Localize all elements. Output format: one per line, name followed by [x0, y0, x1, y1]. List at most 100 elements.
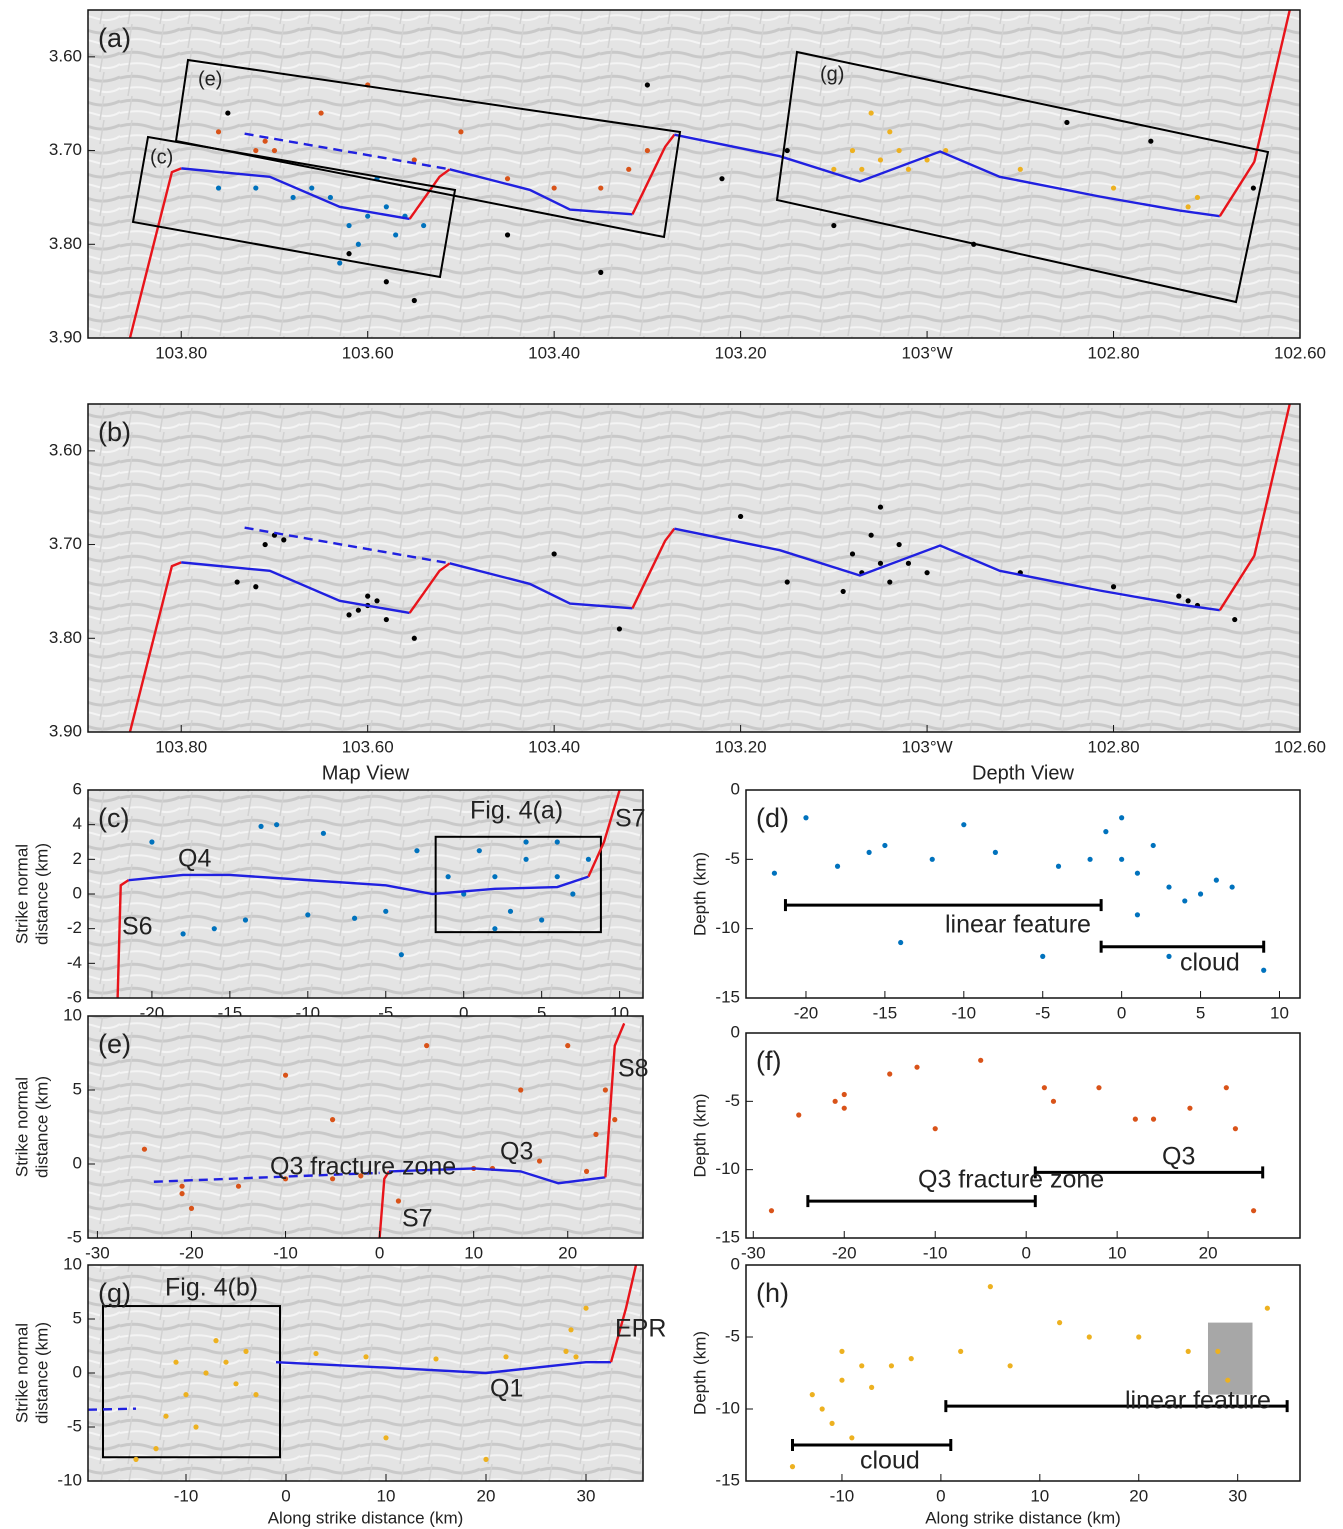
event [887, 579, 892, 584]
event [570, 891, 575, 896]
event [1224, 1085, 1229, 1090]
event [346, 223, 351, 228]
y-tick-label: 0 [731, 779, 740, 798]
event [555, 874, 560, 879]
event [477, 848, 482, 853]
panel-title: Depth View [972, 762, 1074, 784]
y-tick-label: -10 [715, 1159, 740, 1178]
y-tick-label: 0 [73, 1153, 82, 1172]
event [328, 195, 333, 200]
y-axis-label: distance (km) [32, 1322, 51, 1424]
event [719, 176, 724, 181]
event [603, 1087, 608, 1092]
event [897, 542, 902, 547]
event [384, 617, 389, 622]
y-axis-label: distance (km) [32, 1076, 51, 1178]
event [859, 167, 864, 172]
event [356, 608, 361, 613]
event [346, 612, 351, 617]
event [1040, 954, 1045, 959]
event [281, 537, 286, 542]
x-tick-label: 103.20 [715, 737, 767, 756]
event [1008, 1363, 1013, 1368]
event [598, 270, 603, 275]
event [1186, 598, 1191, 603]
event [189, 1206, 194, 1211]
x-tick-label: 10 [1270, 1003, 1289, 1022]
y-axis-label: Depth (km) [690, 852, 709, 936]
event [1057, 1320, 1062, 1325]
y-tick-label: -2 [67, 918, 82, 937]
event [738, 514, 743, 519]
x-tick-label: 102.60 [1274, 343, 1326, 362]
event [1198, 891, 1203, 896]
annotation: Fig. 4(a) [470, 797, 563, 825]
y-tick-label: -5 [725, 1326, 740, 1345]
event [253, 185, 258, 190]
event [555, 839, 560, 844]
event [612, 1117, 617, 1122]
y-tick-label: -5 [67, 1227, 82, 1246]
event [849, 1435, 854, 1440]
event [869, 533, 874, 538]
event [253, 1392, 258, 1397]
panel-label: (f) [756, 1046, 781, 1076]
y-tick-label: -10 [715, 918, 740, 937]
event [909, 1356, 914, 1361]
panel-label: (c) [98, 803, 129, 833]
event [993, 850, 998, 855]
event [180, 931, 185, 936]
y-tick-label: 0 [731, 1254, 740, 1273]
x-tick-label: -30 [85, 1243, 110, 1262]
x-tick-label: -5 [1035, 1003, 1050, 1022]
event [179, 1191, 184, 1196]
event [1136, 1334, 1141, 1339]
x-tick-label: 103°W [901, 343, 952, 362]
x-axis-label: Along strike distance (km) [268, 1508, 464, 1527]
event [1166, 954, 1171, 959]
event [283, 1073, 288, 1078]
event [1230, 884, 1235, 889]
panel-label: (e) [98, 1029, 131, 1059]
event [356, 242, 361, 247]
event [374, 598, 379, 603]
event [203, 1370, 208, 1375]
event [829, 1421, 834, 1426]
y-tick-label: -15 [715, 1470, 740, 1489]
event [889, 1363, 894, 1368]
event [523, 857, 528, 862]
event [1232, 617, 1237, 622]
annotation: S7 [402, 1205, 433, 1233]
event [503, 1354, 508, 1359]
y-tick-label: 3.90 [49, 721, 82, 740]
event [363, 1354, 368, 1359]
x-tick-label: 30 [577, 1486, 596, 1505]
x-tick-label: 102.80 [1088, 343, 1140, 362]
event [930, 857, 935, 862]
event [1195, 195, 1200, 200]
x-tick-label: -10 [273, 1243, 298, 1262]
event [236, 1184, 241, 1189]
event [563, 1349, 568, 1354]
y-tick-label: 0 [731, 1022, 740, 1041]
event [914, 1065, 919, 1070]
x-tick-label: 20 [477, 1486, 496, 1505]
annotation: (g) [820, 63, 844, 85]
x-tick-label: 102.80 [1088, 737, 1140, 756]
panel-label: (d) [756, 803, 789, 833]
y-tick-label: 0 [73, 1362, 82, 1381]
y-tick-label: 3.70 [49, 140, 82, 159]
event [1051, 1099, 1056, 1104]
event [820, 1406, 825, 1411]
event [1261, 968, 1266, 973]
highlight-box [1208, 1323, 1253, 1395]
event [383, 909, 388, 914]
x-tick-label: 0 [375, 1243, 384, 1262]
event [412, 636, 417, 641]
event [878, 157, 883, 162]
event [1111, 185, 1116, 190]
event [396, 1198, 401, 1203]
event [243, 1349, 248, 1354]
event [878, 504, 883, 509]
annotation: Q3 fracture zone [270, 1153, 456, 1181]
